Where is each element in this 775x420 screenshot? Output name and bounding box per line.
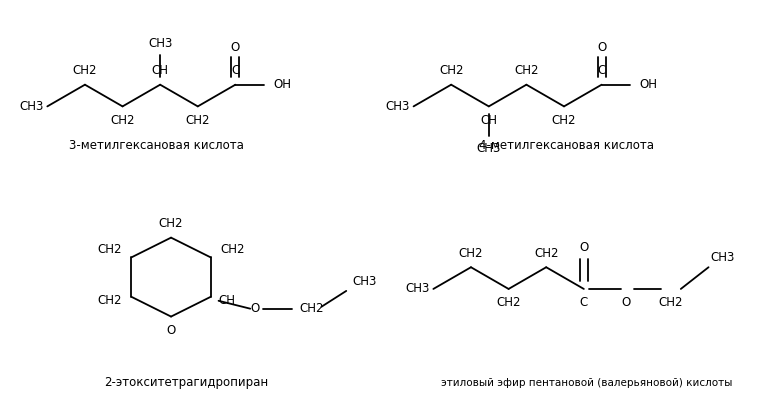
Text: CH2: CH2 bbox=[159, 217, 184, 230]
Text: CH3: CH3 bbox=[353, 275, 377, 288]
Text: CH2: CH2 bbox=[496, 296, 521, 309]
Text: CH2: CH2 bbox=[185, 114, 210, 127]
Text: CH2: CH2 bbox=[552, 114, 577, 127]
Text: CH: CH bbox=[152, 64, 169, 77]
Text: O: O bbox=[622, 296, 631, 309]
Text: C: C bbox=[231, 64, 239, 77]
Text: OH: OH bbox=[273, 78, 291, 91]
Text: CH2: CH2 bbox=[514, 64, 539, 77]
Text: CH2: CH2 bbox=[459, 247, 484, 260]
Text: C: C bbox=[580, 296, 588, 309]
Text: CH2: CH2 bbox=[534, 247, 559, 260]
Text: CH3: CH3 bbox=[148, 37, 172, 50]
Text: CH: CH bbox=[480, 114, 498, 127]
Text: CH2: CH2 bbox=[220, 243, 245, 256]
Text: CH2: CH2 bbox=[299, 302, 324, 315]
Text: 4-метилгексановая кислота: 4-метилгексановая кислота bbox=[480, 139, 655, 152]
Text: CH2: CH2 bbox=[73, 64, 97, 77]
Text: CH3: CH3 bbox=[19, 100, 43, 113]
Text: CH2: CH2 bbox=[659, 296, 684, 309]
Text: CH2: CH2 bbox=[439, 64, 463, 77]
Text: O: O bbox=[231, 41, 240, 54]
Text: CH2: CH2 bbox=[98, 294, 122, 307]
Text: CH3: CH3 bbox=[405, 282, 429, 295]
Text: C: C bbox=[598, 64, 606, 77]
Text: CH2: CH2 bbox=[98, 243, 122, 256]
Text: CH: CH bbox=[218, 294, 235, 307]
Text: CH2: CH2 bbox=[110, 114, 135, 127]
Text: OH: OH bbox=[639, 78, 657, 91]
Text: O: O bbox=[579, 241, 588, 254]
Text: O: O bbox=[167, 324, 176, 337]
Text: 2-этокситетрагидропиран: 2-этокситетрагидропиран bbox=[104, 376, 268, 389]
Text: CH3: CH3 bbox=[477, 142, 501, 155]
Text: O: O bbox=[250, 302, 260, 315]
Text: этиловый эфир пентановой (валерьяновой) кислоты: этиловый эфир пентановой (валерьяновой) … bbox=[441, 378, 732, 388]
Text: O: O bbox=[597, 41, 606, 54]
Text: CH3: CH3 bbox=[710, 251, 735, 264]
Text: CH3: CH3 bbox=[385, 100, 410, 113]
Text: 3-метилгексановая кислота: 3-метилгексановая кислота bbox=[69, 139, 243, 152]
